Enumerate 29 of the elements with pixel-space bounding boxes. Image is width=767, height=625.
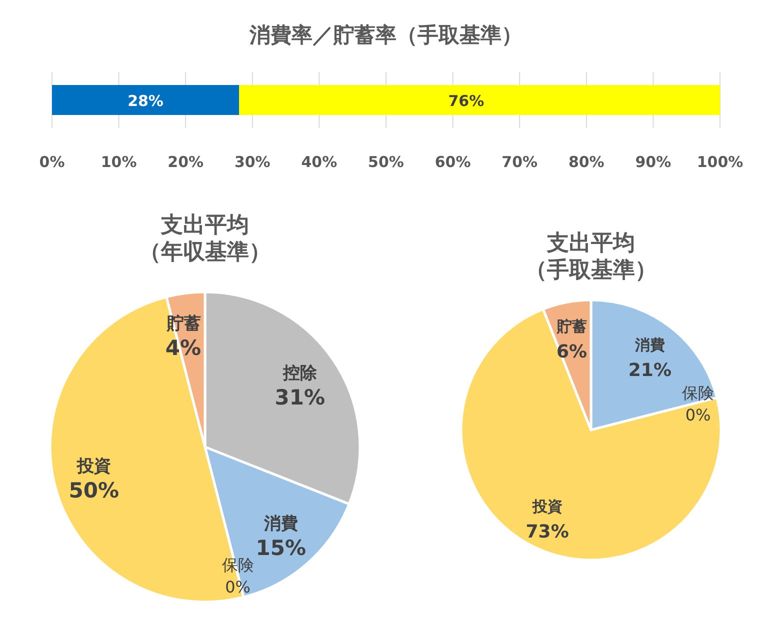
- data-label: 21%: [628, 360, 672, 381]
- chart-title: 支出平均（年収基準）: [139, 213, 271, 265]
- slice-label: 控除: [282, 364, 318, 384]
- data-label: 73%: [526, 522, 569, 543]
- x-tick-label: 20%: [168, 153, 204, 171]
- chart-title: 消費率／貯蓄率（手取基準）: [248, 23, 522, 47]
- slice-label: 貯蓄: [556, 318, 587, 336]
- chart-title: 支出平均（手取基準）: [525, 231, 657, 283]
- x-tick-label: 90%: [635, 153, 672, 171]
- x-tick-label: 30%: [234, 153, 270, 171]
- data-label: 28%: [128, 92, 164, 110]
- x-tick-label: 40%: [301, 153, 338, 171]
- category-label: 保険: [682, 384, 714, 403]
- data-label: 50%: [68, 478, 120, 503]
- text: 0%: [685, 406, 711, 425]
- data-label: 15%: [256, 536, 306, 560]
- x-tick-label: 80%: [568, 153, 604, 171]
- slice-label: 投資: [531, 498, 562, 516]
- x-tick-label: 10%: [100, 153, 137, 171]
- x-tick-label: 60%: [434, 153, 471, 171]
- slice-label: 消費: [634, 336, 665, 354]
- x-tick-label: 70%: [502, 153, 538, 171]
- x-tick-label: 0%: [39, 153, 65, 171]
- data-label: 76%: [448, 92, 484, 110]
- slice-label: 消費: [262, 514, 298, 534]
- slice-label: 投資: [76, 456, 111, 477]
- data-label: 31%: [274, 386, 325, 410]
- x-tick-label: 100%: [696, 153, 744, 171]
- x-tick-label: 50%: [368, 153, 404, 171]
